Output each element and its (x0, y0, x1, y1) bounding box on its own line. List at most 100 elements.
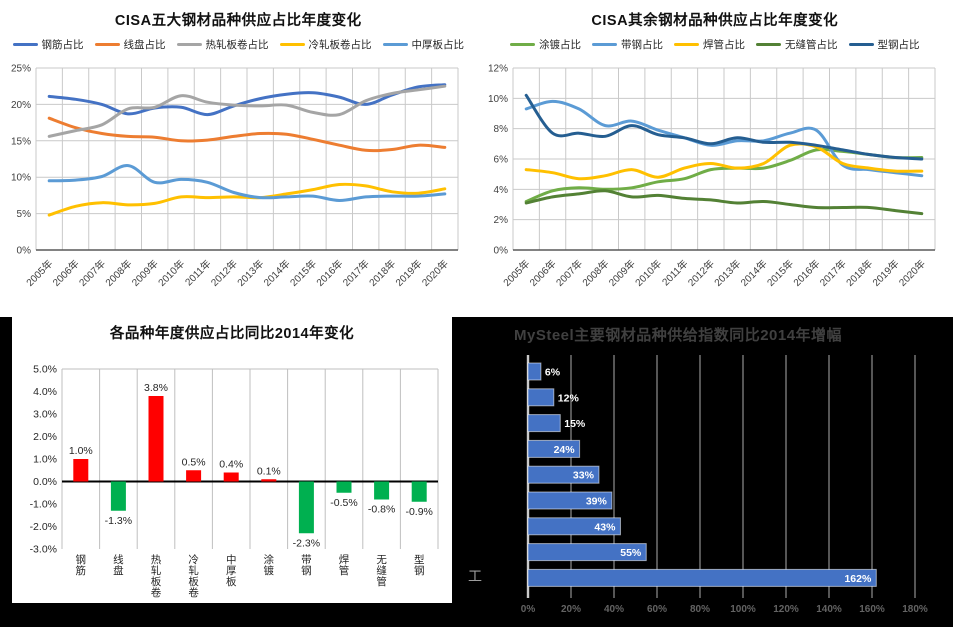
legend-label: 无缝管占比 (785, 39, 838, 51)
x-tick-label: 2014年 (737, 257, 769, 289)
value-label: 0.5% (182, 456, 206, 468)
legend-label: 冷轧板卷占比 (308, 39, 372, 51)
x-tick-label: 2013年 (711, 257, 743, 289)
series-line-1 (524, 99, 923, 178)
bar-0 (527, 362, 542, 381)
x-tick-label: 40% (604, 604, 624, 615)
bar-5 (527, 491, 613, 510)
y-tick-label: 5.0% (33, 364, 57, 376)
series-line-2 (524, 142, 923, 181)
y-tick-label: -2.0% (30, 521, 57, 533)
x-tick-label: 2012年 (684, 257, 716, 289)
x-tick-label: 2018年 (366, 257, 398, 289)
bar-3 (186, 470, 202, 482)
x-tick-label: 2005年 (23, 257, 55, 289)
hbar-chart-plot: 0% 20% 40% 60% 80% 100% 120% 140% 160% 180% 6% 12% 1… (521, 355, 928, 615)
y-tick-label: 12% (487, 64, 507, 75)
legend-line-swatch (279, 42, 305, 47)
x-tick-label: 0% (521, 604, 536, 615)
line-chart-plot: 0% 2% 4% 6% 8% 10% 12% 2005年2006年2007年2008年2009… (487, 64, 935, 289)
value-label: -0.8% (368, 504, 395, 516)
legend-label: 线盘占比 (123, 39, 166, 51)
chart-legend: 钢筋占比 线盘占比 热轧板卷占比 冷轧板卷占比 中厚板占比 (0, 37, 477, 52)
y-tick-label: 2.0% (33, 431, 57, 443)
value-label: 1.0% (69, 445, 93, 457)
y-tick-label: 4% (493, 185, 508, 196)
legend-item: 带钢占比 (592, 37, 663, 52)
yoy-change-panel: 各品种年度供应占比同比2014年变化 5.0% 4.0% 3.0% 2.0% 1.0% 0… (12, 317, 452, 603)
legend-label: 热轧板卷占比 (205, 39, 269, 51)
legend-line-swatch (592, 42, 617, 47)
y-tick-label: 3.0% (33, 409, 57, 421)
series-line-3 (47, 182, 447, 217)
y-tick-label: -3.0% (30, 544, 57, 556)
category-label: 钢筋 (76, 553, 87, 577)
bar-2 (148, 396, 164, 482)
bar-1 (527, 388, 555, 407)
legend-item: 涂镀占比 (510, 37, 581, 52)
x-tick-label: 2011年 (182, 257, 213, 288)
series-line-3 (524, 189, 923, 216)
y-tick-label: 10% (11, 173, 31, 184)
y-tick-label: 1.0% (33, 454, 57, 466)
legend-label: 钢筋占比 (41, 39, 84, 51)
bar-2 (527, 414, 561, 433)
x-tick-label: 2006年 (50, 257, 82, 289)
value-label: -0.9% (405, 506, 432, 518)
bottom-charts-row: 各品种年度供应占比同比2014年变化 5.0% 4.0% 3.0% 2.0% 1.0% 0… (0, 317, 953, 627)
x-tick-label: 2018年 (843, 257, 875, 289)
value-label: 0.1% (257, 465, 281, 477)
series-line-0 (47, 83, 447, 117)
value-label: 55% (620, 547, 642, 559)
x-tick-label: 160% (859, 604, 885, 615)
legend-line-swatch (848, 42, 874, 47)
value-label: 6% (545, 367, 561, 379)
legend-item: 线盘占比 (94, 37, 166, 52)
legend-label: 型钢占比 (877, 39, 920, 51)
legend-label: 中厚板占比 (411, 39, 465, 51)
legend-label: 涂镀占比 (539, 39, 581, 51)
bar-0 (73, 459, 89, 482)
series-line-4 (524, 93, 923, 161)
value-label: -0.5% (330, 497, 357, 509)
category-label: 线盘 (113, 553, 124, 577)
x-tick-label: 2010年 (155, 257, 187, 289)
value-label: 15% (564, 418, 586, 430)
x-tick-label: 140% (816, 604, 842, 615)
y-tick-label: 0% (17, 246, 32, 257)
bar-6 (527, 517, 621, 536)
bar-7 (527, 543, 647, 562)
x-tick-label: 2015年 (287, 257, 319, 289)
y-tick-label: 4.0% (33, 386, 57, 398)
legend-item: 热轧板卷占比 (176, 37, 269, 52)
legend-item: 焊管占比 (674, 37, 745, 52)
legend-line-swatch (12, 42, 38, 47)
bar-3 (527, 439, 581, 458)
bar-8 (374, 481, 390, 500)
category-label: 型钢 (414, 553, 425, 577)
x-tick-label: 2009年 (605, 257, 637, 289)
chart-title: CISA五大钢材品种供应占比年度变化 (114, 13, 362, 29)
x-tick-label: 2020年 (419, 257, 451, 289)
x-tick-label: 2012年 (208, 257, 240, 289)
x-tick-label: 2015年 (764, 257, 796, 289)
legend-label: 带钢占比 (621, 39, 663, 51)
x-tick-label: 80% (690, 604, 710, 615)
series-line-2 (47, 84, 447, 138)
series-line-4 (47, 164, 447, 203)
x-tick-label: 2011年 (659, 257, 690, 288)
legend-line-swatch (756, 42, 781, 47)
y-tick-label: 25% (11, 64, 31, 75)
chart-mysteel-quadrant: MySteel主要钢材品种供给指数同比2014年增幅 0% 20% 40% 60% 80… (480, 317, 953, 627)
x-tick-label: 2007年 (76, 257, 108, 289)
legend-item: 钢筋占比 (12, 37, 84, 52)
chart-title: CISA其余钢材品种供应占比年度变化 (591, 13, 839, 29)
bar-6 (298, 481, 314, 534)
x-tick-label: 2016年 (790, 257, 822, 289)
x-tick-label: 2017年 (340, 257, 372, 289)
chart-cisa-other: CISA其余钢材品种供应占比年度变化 涂镀占比 带钢占比 焊管占比 无缝管占比 型钢占比… (477, 0, 953, 317)
category-label: 焊管 (339, 554, 350, 577)
y-tick-label: 8% (493, 124, 508, 135)
x-tick-label: 120% (773, 604, 799, 615)
value-label: 33% (573, 470, 595, 482)
